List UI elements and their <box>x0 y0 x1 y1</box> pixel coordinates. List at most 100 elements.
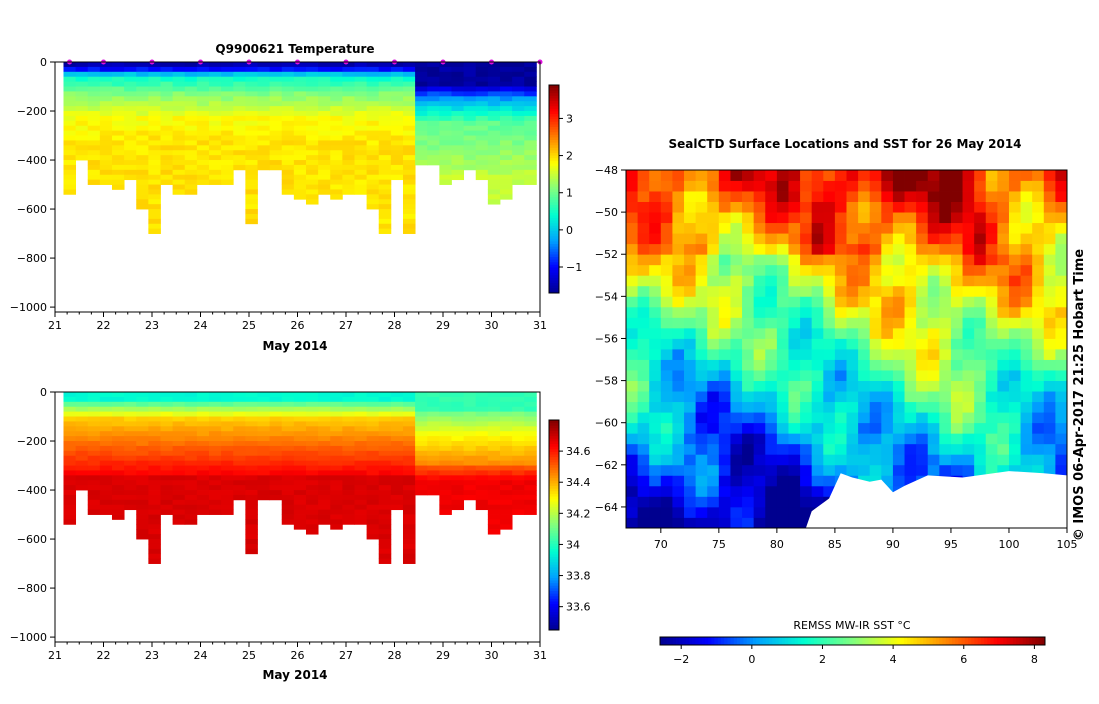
section-cell <box>512 426 525 432</box>
sst-cell <box>660 264 673 276</box>
section-cell <box>208 509 222 515</box>
section-cell <box>99 441 113 447</box>
colorbar-swatch <box>549 144 559 148</box>
section-cell <box>111 455 125 462</box>
sst-cell <box>904 464 917 476</box>
sst-cell <box>927 243 940 255</box>
sst-cell <box>649 380 662 392</box>
section-cell <box>196 91 210 97</box>
section-cell <box>245 209 258 215</box>
section-cell <box>136 140 149 146</box>
section-cell <box>524 431 537 437</box>
sst-cell <box>718 180 731 192</box>
sst-cell <box>823 359 836 371</box>
sst-cell <box>695 191 708 202</box>
section-cell <box>269 426 283 432</box>
sst-cell <box>927 296 940 308</box>
sst-cell <box>660 412 673 424</box>
sst-cell <box>892 454 905 466</box>
sst-cell <box>684 517 697 528</box>
section-cell <box>281 470 295 476</box>
section-cell <box>87 86 101 92</box>
section-cell <box>451 426 465 432</box>
sst-cell <box>950 454 963 466</box>
sst-cell <box>823 275 836 287</box>
x-tick-label: 27 <box>339 319 353 332</box>
sst-cell <box>892 212 905 224</box>
section-cell <box>257 62 271 68</box>
sst-cell <box>881 212 894 224</box>
sst-cell <box>788 485 801 497</box>
sst-cell <box>904 443 917 455</box>
sst-cell <box>881 180 894 192</box>
section-cell <box>378 529 392 535</box>
section-cell <box>196 396 210 403</box>
section-cell <box>390 86 404 92</box>
section-cell <box>390 396 404 403</box>
sst-cell <box>997 412 1010 424</box>
sst-cell <box>927 412 940 424</box>
sst-colorbar-swatch <box>987 637 991 645</box>
section-cell <box>172 91 186 97</box>
section-cell <box>354 120 368 127</box>
sst-cell <box>834 275 847 287</box>
section-cell <box>402 470 416 476</box>
section-cell <box>233 164 246 171</box>
section-cell <box>184 436 198 442</box>
section-cell <box>87 441 101 447</box>
section-cell <box>463 450 477 457</box>
sst-cell <box>927 401 940 413</box>
sst-cell <box>939 464 952 476</box>
section-cell <box>63 445 77 452</box>
section-cell <box>184 509 198 515</box>
section-cell <box>196 411 210 417</box>
sst-cell <box>718 517 731 528</box>
section-cell <box>196 96 210 102</box>
section-cell <box>427 101 440 107</box>
section-cell <box>148 406 161 413</box>
section-cell <box>366 194 380 200</box>
sst-cell <box>834 285 847 297</box>
section-cell <box>366 450 380 457</box>
section-cell <box>499 460 513 466</box>
section-cell <box>233 401 246 408</box>
sst-cell <box>742 275 755 287</box>
section-cell <box>148 204 161 210</box>
sst-cell <box>730 359 743 371</box>
section-cell <box>160 140 174 146</box>
sst-cell <box>1043 306 1056 318</box>
sst-cell <box>950 349 963 360</box>
section-cell <box>318 396 331 403</box>
section-cell <box>111 401 125 408</box>
sst-cell <box>742 506 755 518</box>
sst-cell <box>684 422 697 434</box>
sst-cell <box>834 170 847 181</box>
section-cell <box>366 529 380 535</box>
section-cell <box>366 199 380 205</box>
section-cell <box>318 101 331 107</box>
sst-cell <box>846 443 859 455</box>
sst-cell <box>742 412 755 424</box>
colorbar-swatch <box>549 509 559 513</box>
section-cell <box>136 164 149 171</box>
sst-cell <box>660 485 673 497</box>
section-cell <box>269 62 283 68</box>
section-cell <box>245 455 258 462</box>
section-cell <box>390 470 404 476</box>
section-cell <box>99 115 113 122</box>
section-cell <box>402 106 416 112</box>
sst-cell <box>1020 212 1033 224</box>
sst-colorbar-swatch <box>1038 637 1043 645</box>
sst-cell <box>637 275 650 287</box>
sst-cell <box>684 306 697 318</box>
section-cell <box>427 421 440 427</box>
sst-cell <box>649 296 662 308</box>
section-cell <box>293 450 307 457</box>
section-cell <box>148 164 161 171</box>
section-cell <box>99 485 113 491</box>
sst-cell <box>684 506 697 518</box>
section-cell <box>75 155 89 161</box>
sst-colorbar-swatch <box>849 637 853 645</box>
sst-cell <box>1008 349 1021 360</box>
section-cell <box>63 120 77 127</box>
